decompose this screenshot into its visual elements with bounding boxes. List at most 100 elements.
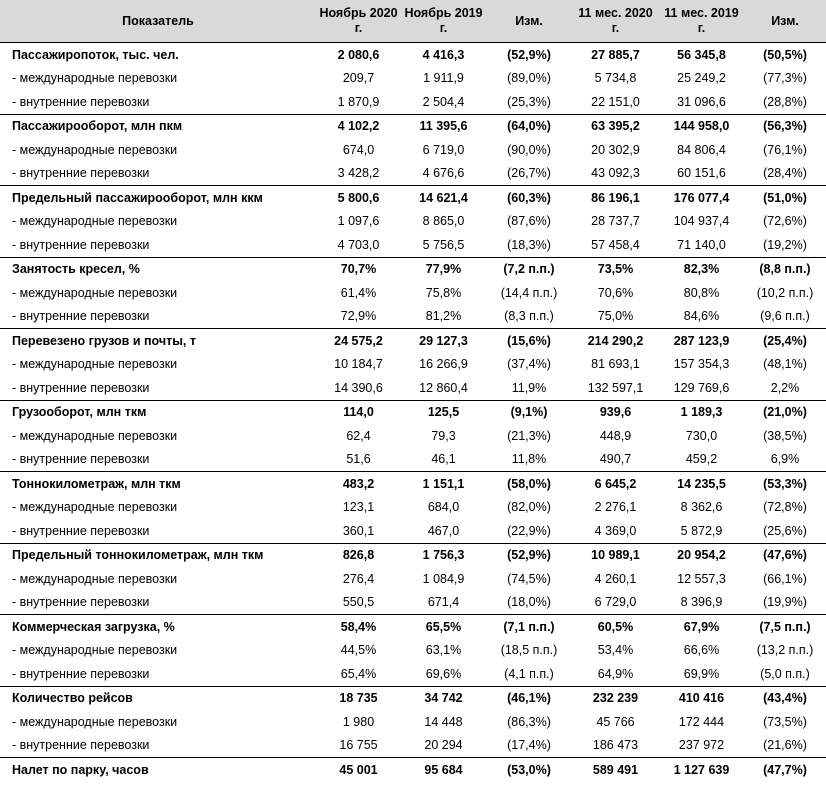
nov-2019-cell: 69,6%: [425, 666, 462, 681]
nov-2019-cell: 81,2%: [425, 309, 462, 324]
header-indicator: Показатель: [0, 0, 316, 43]
indicator-cell: - международные перевозки: [12, 357, 178, 372]
indicator-cell: Пассажиропоток, тыс. чел.: [0, 42, 316, 67]
change-month-cell: (22,9%): [507, 523, 551, 538]
11m-2020-cell: 2 276,1: [594, 500, 637, 515]
change-month-cell: (21,3%): [507, 428, 551, 443]
nov-2019-cell: 11 395,6: [401, 113, 486, 138]
indicator-cell: Тоннокилометраж, млн ткм: [0, 471, 316, 496]
indicator-cell: - внутренние перевозки: [12, 523, 150, 538]
11m-2019-cell: 176 077,4: [659, 185, 744, 210]
11m-2020-cell: 10 989,1: [572, 542, 659, 567]
11m-2019-cell: 730,0: [685, 428, 718, 443]
nov-2020-cell: 114,0: [316, 399, 401, 424]
11m-2019-cell: 144 958,0: [659, 113, 744, 138]
change-11m-cell: (25,4%): [744, 328, 826, 353]
nov-2020-cell: 62,4: [346, 428, 371, 443]
change-11m-cell: (5,0 п.п.): [760, 666, 810, 681]
change-11m-cell: (47,6%): [744, 542, 826, 567]
table-row-subindicator: - международные перевозки 62,4 79,3 (21,3%)…: [0, 424, 826, 448]
nov-2020-cell: 674,0: [342, 142, 375, 157]
11m-2019-cell: 104 937,4: [673, 214, 730, 229]
nov-2019-cell: 8 865,0: [422, 214, 465, 229]
11m-2019-cell: 8 362,6: [680, 500, 723, 515]
nov-2019-cell: 4 676,6: [422, 166, 465, 181]
table-row-indicator: Занятость кресел, % 70,7% 77,9% (7,2 п.п.) 7…: [0, 256, 826, 281]
11m-2020-cell: 57 458,4: [591, 237, 640, 252]
nov-2020-cell: 16 755: [339, 738, 378, 753]
11m-2020-cell: 132 597,1: [587, 380, 644, 395]
11m-2020-cell: 4 260,1: [594, 571, 637, 586]
nov-2019-cell: 684,0: [427, 500, 460, 515]
change-month-cell: (53,0%): [486, 757, 572, 782]
indicator-cell: - международные перевозки: [12, 643, 178, 658]
table-row-subindicator: - внутренние перевозки 550,5 671,4 (18,0%) 6…: [0, 591, 826, 615]
nov-2020-cell: 10 184,7: [334, 357, 383, 372]
indicator-cell: Пассажирооборот, млн пкм: [0, 113, 316, 138]
nov-2020-cell: 4 703,0: [337, 237, 380, 252]
11m-2020-cell: 27 885,7: [572, 42, 659, 67]
11m-2019-cell: 410 416: [659, 685, 744, 710]
indicator-cell: - внутренние перевозки: [12, 237, 150, 252]
nov-2020-cell: 18 735: [316, 685, 401, 710]
11m-2020-cell: 20 302,9: [591, 142, 640, 157]
change-11m-cell: (38,5%): [763, 428, 807, 443]
11m-2020-cell: 232 239: [572, 685, 659, 710]
nov-2020-cell: 14 390,6: [334, 380, 383, 395]
nov-2020-cell: 4 102,2: [316, 113, 401, 138]
11m-2019-cell: 31 096,6: [677, 94, 726, 109]
11m-2020-cell: 186 473: [592, 738, 639, 753]
11m-2020-cell: 70,6%: [597, 285, 634, 300]
nov-2019-cell: 77,9%: [401, 256, 486, 281]
change-11m-cell: (28,8%): [763, 94, 807, 109]
indicator-cell: Занятость кресел, %: [0, 256, 316, 281]
indicator-cell: - международные перевозки: [12, 285, 178, 300]
change-11m-cell: (66,1%): [763, 571, 807, 586]
table-row-subindicator: - международные перевозки 61,4% 75,8% (14,4…: [0, 281, 826, 305]
11m-2019-cell: 459,2: [685, 452, 718, 467]
11m-2020-cell: 4 369,0: [594, 523, 637, 538]
table-row-subindicator: - международные перевозки 1 097,6 8 865,0 (…: [0, 210, 826, 234]
nov-2020-cell: 5 800,6: [316, 185, 401, 210]
11m-2020-cell: 6 645,2: [572, 471, 659, 496]
table-row-subindicator: - внутренние перевозки 360,1 467,0 (22,9%) 4…: [0, 519, 826, 543]
table-body: Пассажиропоток, тыс. чел. 2 080,6 4 416,3(…: [0, 42, 826, 782]
change-month-cell: (60,3%): [486, 185, 572, 210]
11m-2020-cell: 64,9%: [597, 666, 634, 681]
nov-2020-cell: 276,4: [342, 571, 375, 586]
change-month-cell: (18,0%): [507, 595, 551, 610]
nov-2020-cell: 65,4%: [340, 666, 377, 681]
nov-2019-cell: 1 911,9: [423, 71, 464, 86]
header-nov-2020: Ноябрь 2020 г.: [316, 0, 401, 43]
11m-2020-cell: 448,9: [599, 428, 632, 443]
indicator-cell: - международные перевозки: [12, 71, 178, 86]
11m-2019-cell: 82,3%: [659, 256, 744, 281]
table-row-subindicator: - международные перевозки 10 184,7 16 266,…: [0, 353, 826, 377]
indicator-cell: Грузооборот, млн ткм: [0, 399, 316, 424]
change-month-cell: (9,1%): [486, 399, 572, 424]
nov-2020-cell: 58,4%: [316, 614, 401, 639]
11m-2020-cell: 73,5%: [572, 256, 659, 281]
11m-2020-cell: 939,6: [572, 399, 659, 424]
table-row-subindicator: - международные перевозки 209,7 1 911,9 (89…: [0, 67, 826, 91]
indicator-cell: Предельный пассажирооборот, млн ккм: [0, 185, 316, 210]
11m-2019-cell: 157 354,3: [673, 357, 730, 372]
11m-2020-cell: 490,7: [599, 452, 632, 467]
11m-2019-cell: 1 189,3: [659, 399, 744, 424]
11m-2020-cell: 86 196,1: [572, 185, 659, 210]
11m-2020-cell: 43 092,3: [591, 166, 640, 181]
nov-2019-cell: 1 151,1: [401, 471, 486, 496]
change-month-cell: (86,3%): [507, 714, 551, 729]
indicator-cell: - международные перевозки: [12, 428, 178, 443]
change-month-cell: (74,5%): [507, 571, 551, 586]
nov-2019-cell: 34 742: [401, 685, 486, 710]
change-month-cell: (18,5 п.п.): [500, 643, 558, 658]
change-month-cell: (17,4%): [507, 738, 551, 753]
change-month-cell: (89,0%): [507, 71, 551, 86]
change-month-cell: (14,4 п.п.): [500, 285, 558, 300]
indicator-cell: - внутренние перевозки: [12, 738, 150, 753]
indicator-cell: Количество рейсов: [0, 685, 316, 710]
indicator-cell: - международные перевозки: [12, 571, 178, 586]
11m-2019-cell: 84,6%: [683, 309, 720, 324]
nov-2020-cell: 70,7%: [316, 256, 401, 281]
